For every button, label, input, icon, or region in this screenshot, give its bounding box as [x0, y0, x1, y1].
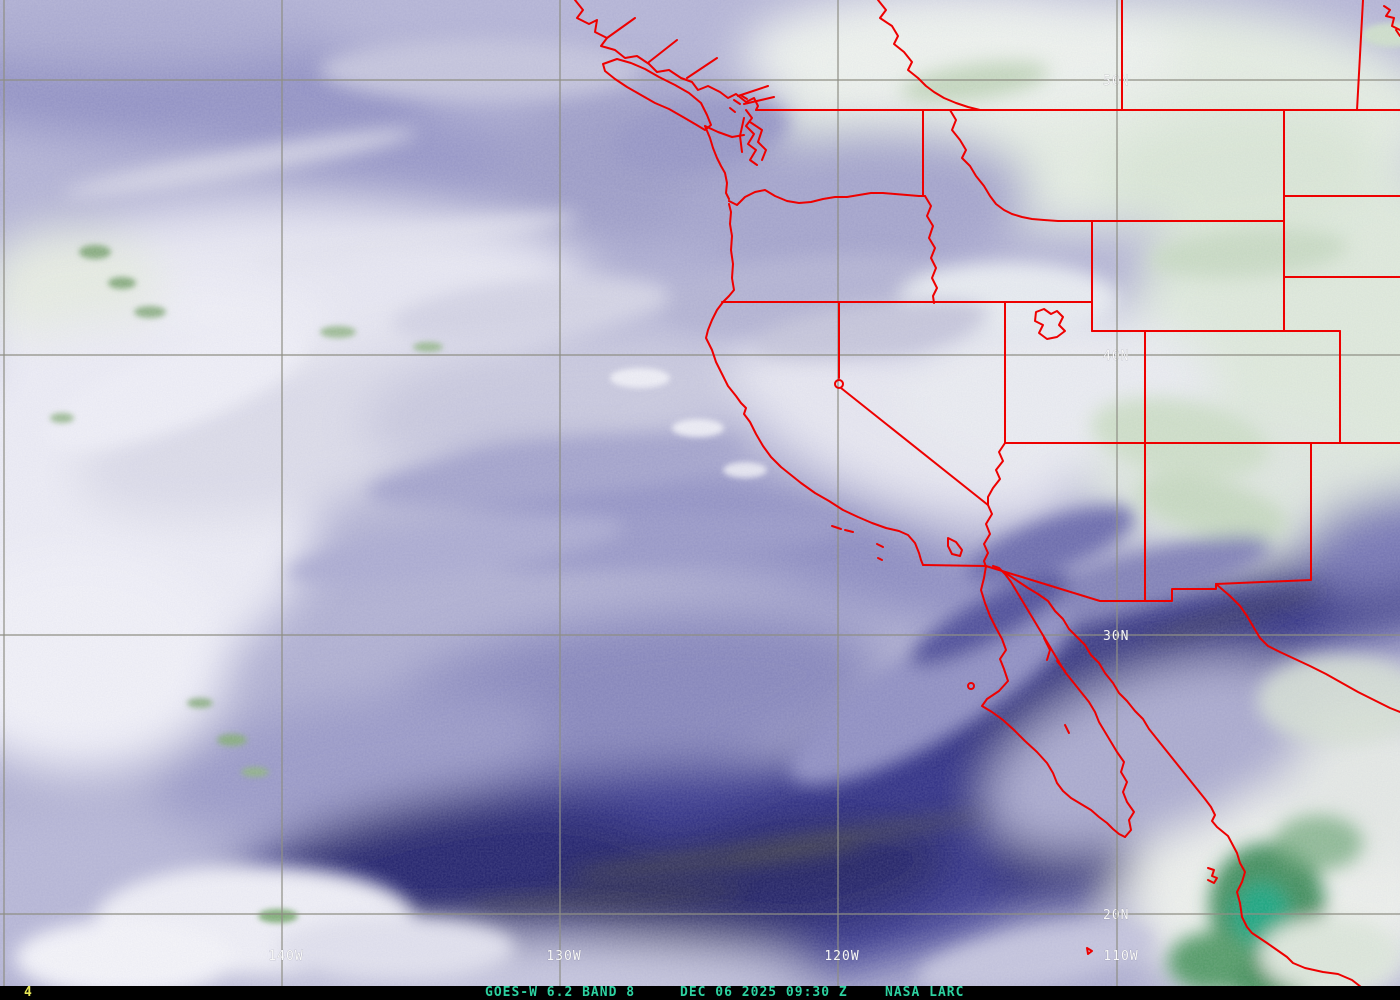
gulf-of-california-islands	[1043, 637, 1070, 734]
status-bar: GOES-W 6.2 BAND 8 DEC 06 2025 09:30 Z NA…	[0, 986, 1400, 1000]
colorado-river-border	[983, 442, 1006, 568]
great-salt-lake	[1034, 308, 1066, 340]
bc-fjord-coastline	[574, 0, 759, 111]
frame-number: 4	[24, 985, 32, 1000]
islas-marias	[1207, 867, 1218, 884]
grid-label-130W: 130W	[546, 949, 581, 964]
socorro-island	[1086, 947, 1093, 955]
grid-label-120W: 120W	[824, 949, 859, 964]
grid-label-110W: 110W	[1103, 949, 1138, 964]
sonora-sinaloa-coastline	[1003, 571, 1362, 988]
columbia-river-border	[728, 189, 926, 206]
bc-alberta-border	[877, 0, 999, 111]
grid-label-20N: 20N	[1103, 908, 1129, 923]
grid-label-50N: 50N	[1103, 74, 1129, 89]
bc-fjord-inlets	[606, 17, 775, 105]
manitoba-lakes	[1383, 5, 1400, 37]
grid-label-30N: 30N	[1103, 629, 1129, 644]
product-label: GOES-W 6.2 BAND 8	[485, 985, 636, 1000]
saskatchewan-manitoba-border	[1356, 0, 1364, 111]
snake-river-border	[924, 195, 938, 304]
strait-of-juan-de-fuca	[704, 125, 745, 138]
baja-california-east-coast	[992, 565, 1135, 838]
san-juan-islands	[729, 95, 748, 113]
grid-label-40N: 40N	[1103, 349, 1129, 364]
lake-tahoe	[834, 379, 844, 389]
salton-sea	[947, 537, 963, 557]
timestamp-label: DEC 06 2025 09:30 Z	[680, 985, 848, 1000]
channel-islands	[831, 525, 884, 561]
idaho-montana-border	[949, 109, 1093, 222]
newmexico-texas-border	[1215, 442, 1312, 585]
isla-guadalupe	[967, 682, 975, 690]
grid-label-140W: 140W	[268, 949, 303, 964]
baja-california-west-coast	[980, 565, 1126, 838]
agency-label: NASA LARC	[885, 985, 965, 1000]
pacific-coastline	[704, 125, 924, 566]
rio-grande	[1215, 583, 1400, 713]
map-borders	[574, 0, 1400, 988]
california-nevada-border	[838, 301, 989, 506]
